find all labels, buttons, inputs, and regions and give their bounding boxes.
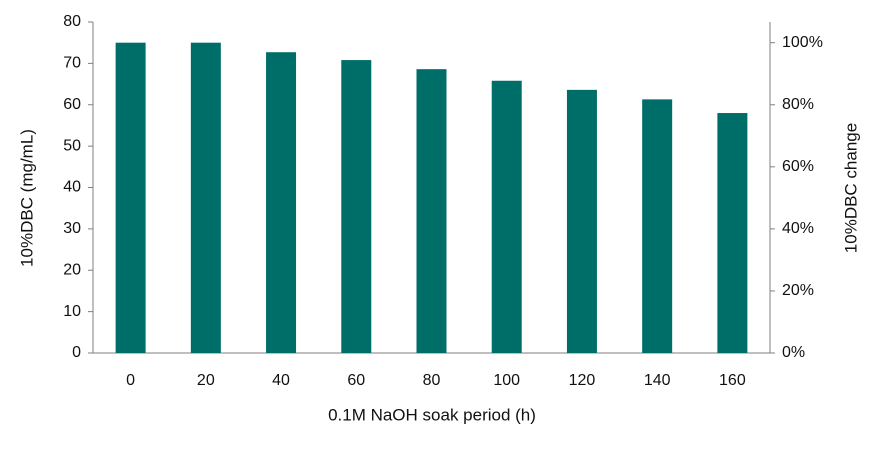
y2-tick-label: 80% bbox=[782, 96, 814, 113]
y-tick-label: 10 bbox=[63, 303, 81, 320]
y-tick-label: 60 bbox=[63, 96, 81, 113]
bar bbox=[115, 42, 146, 353]
bar bbox=[416, 69, 447, 353]
y-axis-left: 0 10 20 30 40 50 60 70 80 bbox=[63, 13, 93, 361]
y-tick-label: 30 bbox=[63, 220, 81, 237]
bar bbox=[341, 60, 372, 353]
y-tick-label: 0 bbox=[72, 344, 81, 361]
bar bbox=[190, 42, 221, 353]
x-axis-title: 0.1M NaOH soak period (h) bbox=[328, 405, 536, 424]
y-tick-label: 80 bbox=[63, 13, 81, 30]
x-tick-label: 100 bbox=[493, 372, 520, 389]
y2-axis-title: 10%DBC change bbox=[841, 123, 860, 253]
bar bbox=[566, 89, 597, 353]
x-tick-label: 160 bbox=[719, 372, 746, 389]
x-tick-label: 80 bbox=[423, 372, 441, 389]
y2-tick-label: 60% bbox=[782, 158, 814, 175]
y-tick-label: 50 bbox=[63, 137, 81, 154]
y2-tick-label: 40% bbox=[782, 220, 814, 237]
bar bbox=[717, 113, 748, 354]
y-axis-right: 0% 20% 40% 60% 80% 100% bbox=[770, 34, 823, 361]
bar bbox=[491, 80, 522, 353]
x-tick-label: 60 bbox=[347, 372, 365, 389]
y-tick-label: 70 bbox=[63, 55, 81, 72]
y2-tick-label: 0% bbox=[782, 344, 805, 361]
x-tick-label: 120 bbox=[569, 372, 596, 389]
y-axis-title: 10%DBC (mg/mL) bbox=[17, 129, 36, 267]
bars-group bbox=[115, 42, 748, 354]
x-tick-label: 40 bbox=[272, 372, 290, 389]
x-tick-label: 140 bbox=[644, 372, 671, 389]
y2-tick-label: 20% bbox=[782, 282, 814, 299]
y-tick-label: 40 bbox=[63, 179, 81, 196]
bar bbox=[642, 99, 673, 353]
x-tick-label: 20 bbox=[197, 372, 215, 389]
y-tick-label: 20 bbox=[63, 261, 81, 278]
y2-tick-label: 100% bbox=[782, 34, 823, 51]
bar bbox=[266, 52, 297, 354]
x-axis: 0 20 40 60 80 100 120 140 160 bbox=[126, 372, 746, 389]
x-tick-label: 0 bbox=[126, 372, 135, 389]
